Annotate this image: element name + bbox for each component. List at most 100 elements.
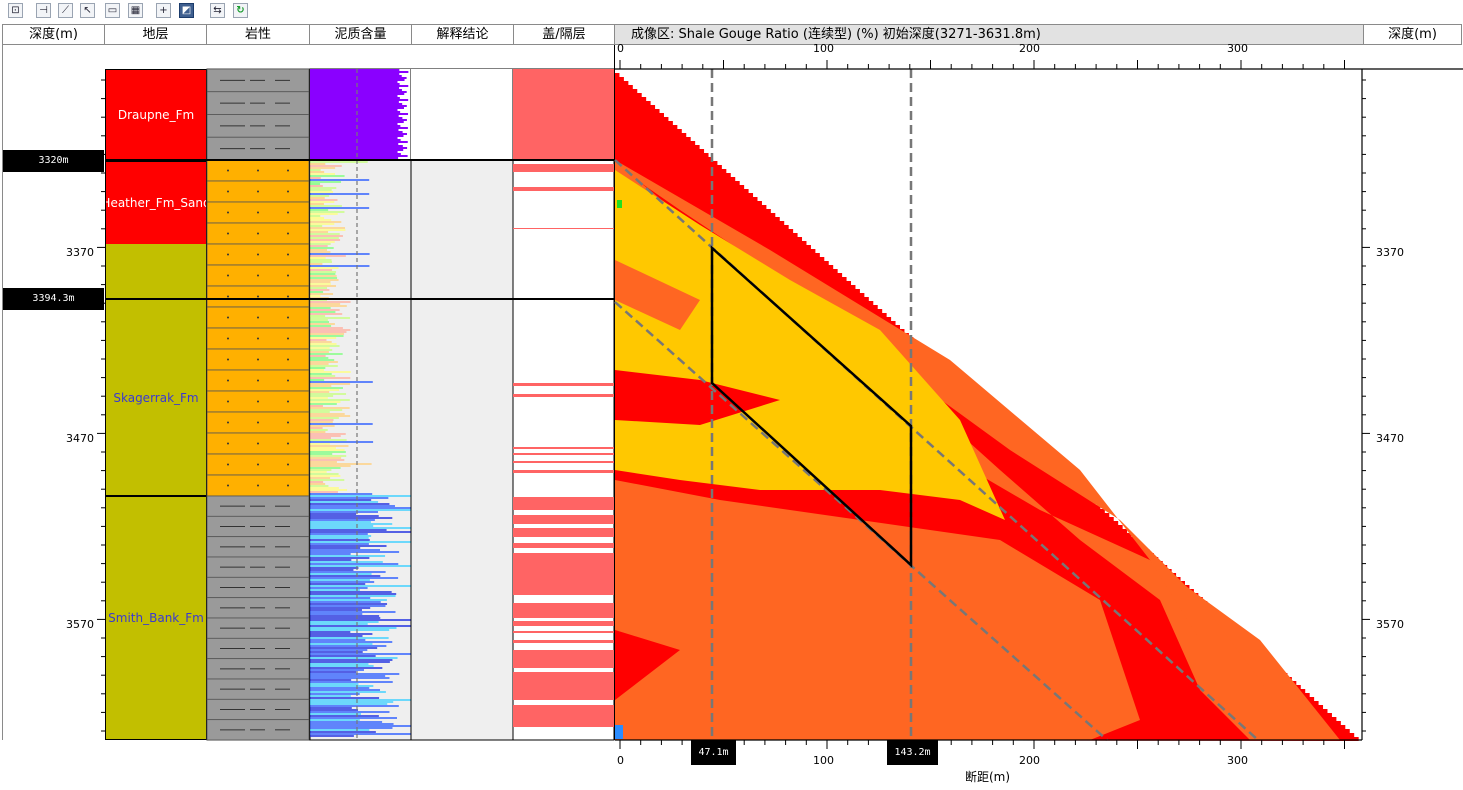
layer-icon[interactable]: ▭ [105, 3, 120, 18]
sand-cell [206, 201, 310, 224]
formation-skagerrak[interactable]: Skagerrak_Fm [105, 299, 207, 496]
well-tie-icon[interactable]: ⊣ [36, 3, 51, 18]
depth-marker-3320[interactable]: 3320m [3, 150, 104, 172]
sand-dot [287, 232, 289, 235]
depth-track-left [2, 45, 105, 740]
shale-cell [206, 617, 310, 639]
seal-band [513, 603, 614, 618]
header-shale-content: 泥质含量 [309, 24, 412, 45]
sand-dot [227, 190, 229, 193]
interpretation-top [411, 69, 513, 160]
shale-cell [206, 114, 310, 138]
formation-smith-bank[interactable]: Smith_Bank_Fm [105, 496, 207, 740]
cursor-tool-icon[interactable]: ↖ [80, 3, 95, 18]
section-view-icon[interactable]: ◩ [179, 3, 194, 18]
sand-dot [257, 316, 259, 319]
header-formation: 地层 [104, 24, 207, 45]
sand-cell [206, 306, 310, 329]
sand-dot [257, 337, 259, 340]
header-depth-right: 深度(m) [1363, 24, 1462, 45]
seal-band [513, 528, 614, 537]
crosshair-icon[interactable]: + [156, 3, 171, 18]
sand-dot [287, 379, 289, 382]
sand-dot [287, 295, 289, 298]
seal-band [513, 650, 614, 668]
shale-cell [206, 536, 310, 558]
shale-cell [206, 658, 310, 680]
formation-draupne[interactable]: Draupne_Fm [105, 69, 207, 161]
lithology-track [206, 68, 310, 741]
seal-band [513, 187, 614, 191]
sand-dot [287, 337, 289, 340]
sand-dot [257, 169, 259, 172]
fault-icon[interactable]: ⟋ [58, 3, 73, 18]
seal-band [513, 705, 614, 727]
distance-tick-top-100: 100 [813, 42, 834, 55]
distance-tick-top-200: 200 [1019, 42, 1040, 55]
sand-dot [227, 316, 229, 319]
sand-dot [257, 190, 259, 193]
shale-cell [206, 678, 310, 700]
sand-dot [287, 211, 289, 214]
shale-cell [206, 91, 310, 115]
sand-dot [287, 190, 289, 193]
shale-cell [206, 136, 310, 161]
grid-icon[interactable]: ▦ [128, 3, 143, 18]
distance-marker-143[interactable]: 143.2m [887, 740, 938, 765]
lithology-frame [206, 68, 310, 741]
depth-marker-3394[interactable]: 3394.3m [3, 288, 104, 310]
sand-cell [206, 411, 310, 434]
interpretation-frame [410, 68, 514, 741]
imaging-panel[interactable] [614, 45, 1364, 740]
seal-band [513, 515, 614, 524]
seal-band [513, 543, 614, 548]
sand-dot [257, 421, 259, 424]
formation-label: Draupne_Fm [117, 108, 195, 122]
sand-dot [257, 211, 259, 214]
sand-dot [257, 442, 259, 445]
sand-dot [257, 463, 259, 466]
depth-tick-right-3370: 3370 [1376, 246, 1404, 259]
depth-track-right [1363, 45, 1462, 740]
sand-dot [227, 379, 229, 382]
seal-band [513, 497, 614, 510]
seal-band [513, 228, 614, 229]
swap-icon[interactable]: ⇆ [210, 3, 225, 18]
seal-band [513, 447, 614, 449]
sand-dot [227, 253, 229, 256]
sand-cell [206, 348, 310, 371]
sand-dot [227, 211, 229, 214]
sand-dot [287, 358, 289, 361]
sand-dot [227, 484, 229, 487]
header-interpretation: 解释结论 [411, 24, 514, 45]
seal-band [513, 640, 614, 643]
depth-tick-3470: 3470 [66, 432, 94, 445]
sand-dot [287, 316, 289, 319]
sand-cell [206, 222, 310, 245]
depth-tick-3370: 3370 [66, 246, 94, 259]
seal-band [513, 461, 614, 463]
distance-marker-47[interactable]: 47.1m [691, 740, 736, 765]
zoom-fit-icon[interactable]: ⊡ [8, 3, 23, 18]
seal-frame [512, 68, 615, 741]
depth-tick-right-3570: 3570 [1376, 618, 1404, 631]
shale-cell [206, 556, 310, 578]
seal-band [513, 553, 614, 595]
sand-dot [257, 253, 259, 256]
formation-heather[interactable]: Heather_Fm_Sand [105, 161, 207, 244]
sand-dot [287, 400, 289, 403]
sand-cell [206, 243, 310, 266]
header-depth-left: 深度(m) [2, 24, 105, 45]
seal-band [513, 69, 614, 160]
sand-cell [206, 264, 310, 287]
header-lithology: 岩性 [206, 24, 310, 45]
sand-dot [227, 421, 229, 424]
sand-dot [257, 484, 259, 487]
seal-band [513, 394, 614, 397]
sand-dot [227, 169, 229, 172]
sand-dot [227, 274, 229, 277]
sand-dot [287, 442, 289, 445]
depth-tick-3570: 3570 [66, 618, 94, 631]
refresh-icon[interactable]: ↻ [233, 3, 248, 18]
seal-band [513, 672, 614, 700]
